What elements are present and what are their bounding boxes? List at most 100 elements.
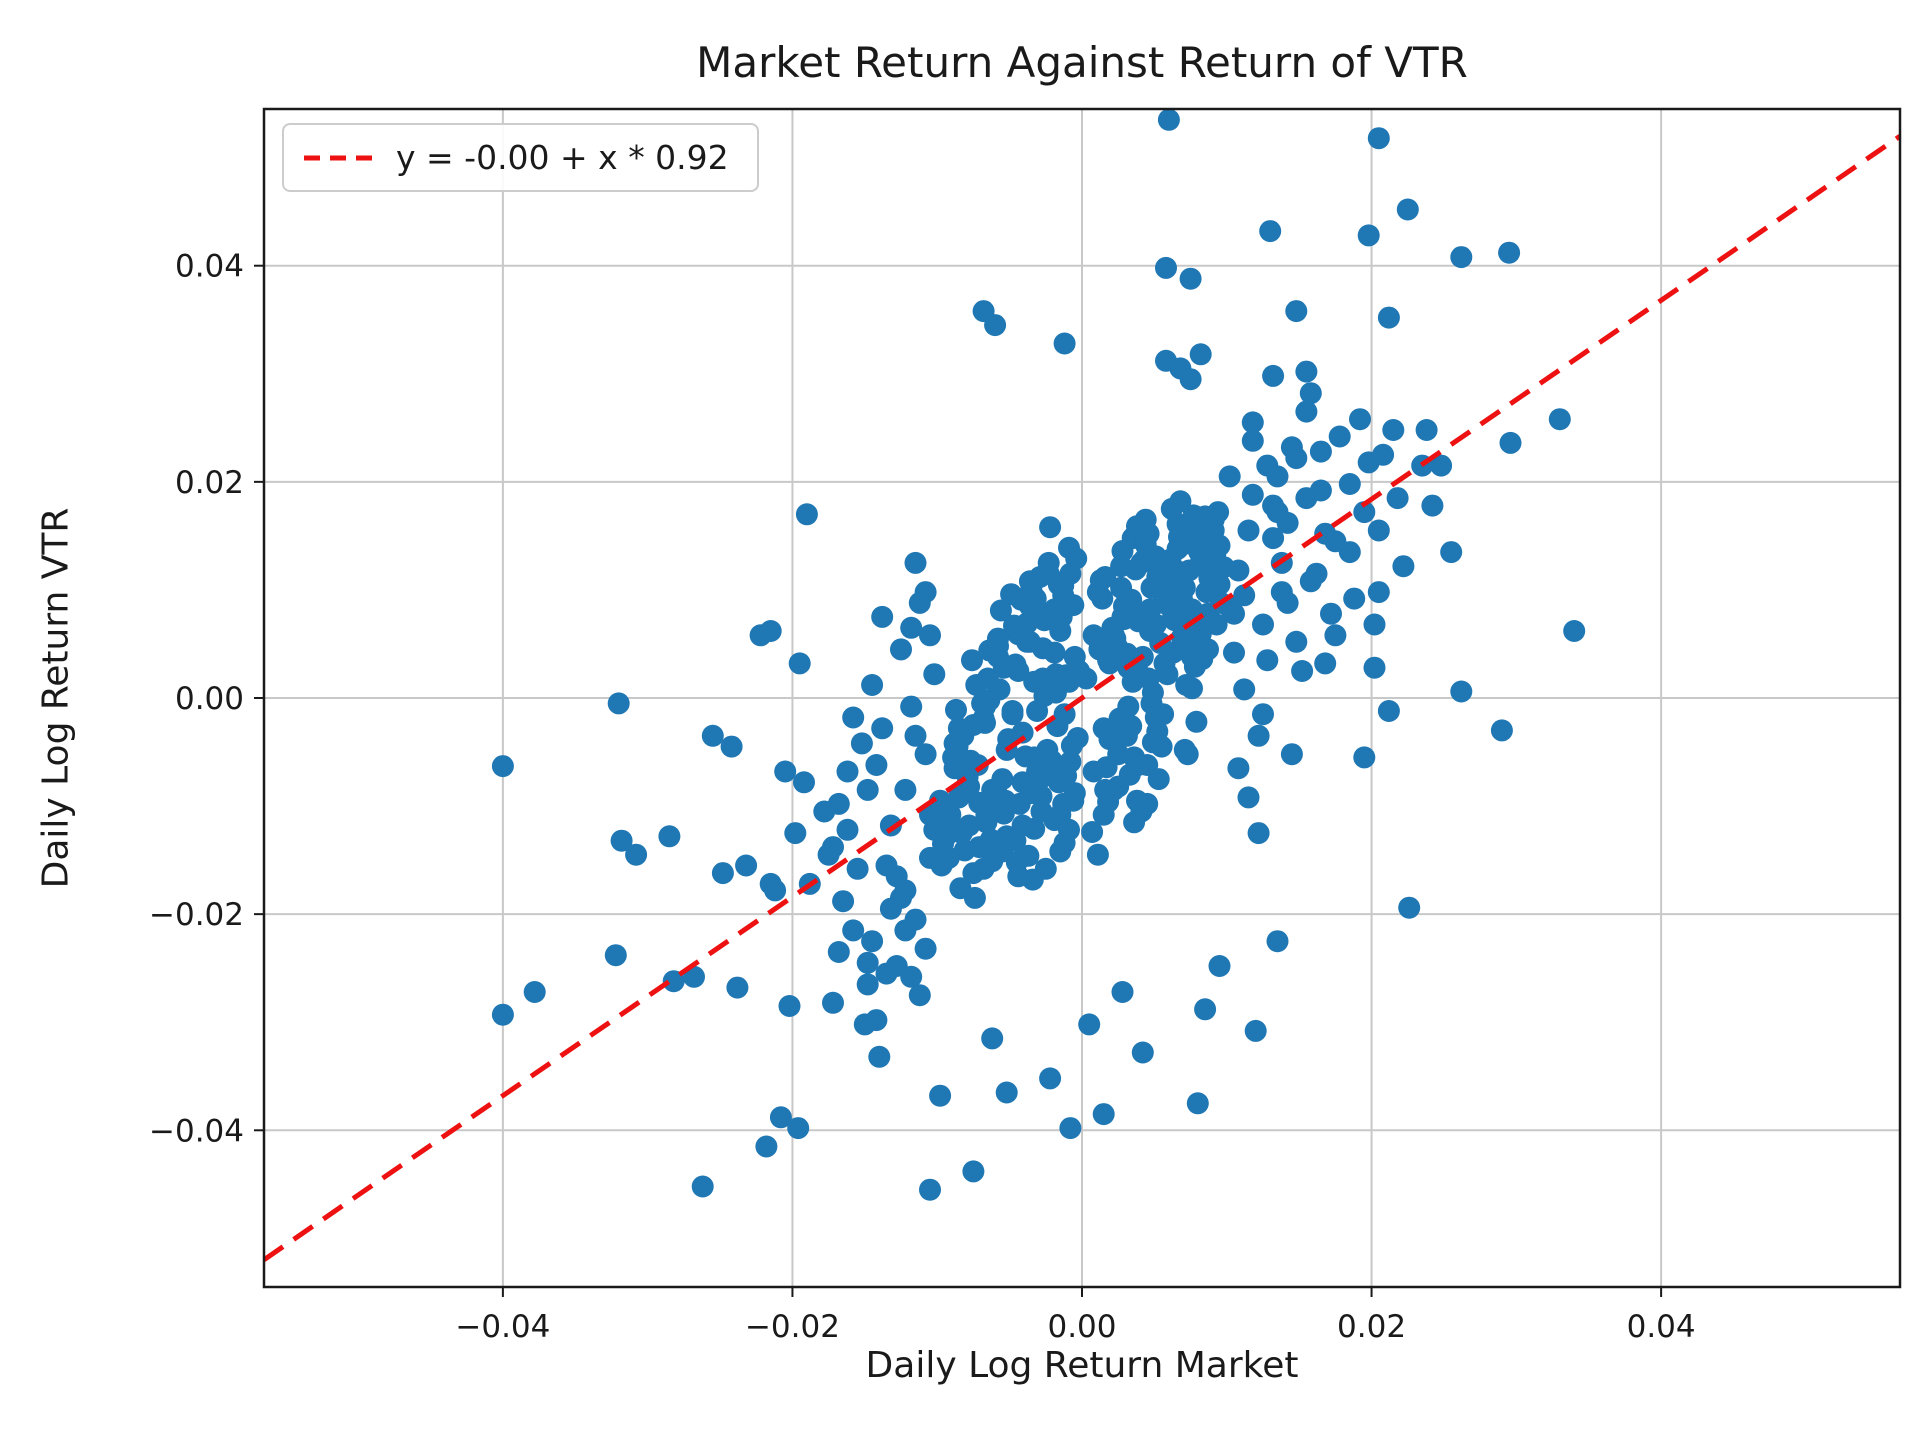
scatter-point — [1121, 670, 1144, 693]
scatter-point — [1241, 483, 1264, 506]
scatter-point — [975, 803, 998, 826]
scatter-point — [1430, 454, 1453, 477]
scatter-point — [1004, 829, 1027, 852]
y-tick-label: −0.02 — [149, 897, 244, 933]
scatter-point — [923, 663, 946, 686]
x-axis-label: Daily Log Return Market — [865, 1345, 1299, 1386]
scatter-point — [890, 638, 912, 661]
scatter-point — [726, 976, 749, 999]
scatter-point — [1040, 749, 1063, 772]
scatter-point — [1237, 519, 1260, 542]
scatter-point — [1291, 660, 1314, 682]
scatter-point — [1043, 598, 1066, 621]
scatter-point — [1075, 667, 1098, 690]
scatter-point — [1324, 624, 1347, 647]
scatter-point — [947, 786, 970, 809]
scatter-point — [1252, 613, 1274, 636]
x-tick-label: −0.04 — [455, 1309, 550, 1345]
scatter-point — [1415, 419, 1438, 441]
scatter-point — [945, 698, 967, 721]
scatter-point — [1053, 332, 1076, 355]
scatter-point — [1343, 587, 1366, 610]
scatter-point — [1392, 555, 1415, 578]
scatter-point — [1386, 487, 1409, 510]
scatter-point — [1208, 955, 1231, 977]
chart-title: Market Return Against Return of VTR — [696, 38, 1468, 87]
scatter-point — [610, 829, 633, 852]
scatter-point — [943, 757, 966, 780]
scatter-point — [1155, 256, 1177, 279]
scatter-point — [1185, 710, 1208, 733]
scatter-point — [1338, 541, 1361, 564]
scatter-point — [1092, 1103, 1115, 1126]
scatter-point — [1086, 843, 1109, 866]
scatter-point — [1153, 652, 1176, 675]
scatter-point — [1110, 576, 1133, 599]
scatter-point — [894, 919, 917, 942]
scatter-point — [817, 843, 840, 866]
scatter-point — [1367, 581, 1390, 604]
scatter-point — [989, 599, 1012, 622]
scatter-point — [1150, 735, 1173, 758]
scatter-point — [1377, 306, 1400, 329]
scatter-point — [1016, 612, 1038, 635]
scatter-point — [1367, 519, 1390, 542]
scatter-point — [795, 503, 818, 526]
scatter-point — [968, 836, 991, 859]
scatter-point — [1097, 649, 1120, 672]
scatter-point — [836, 818, 859, 841]
scatter-point — [1233, 678, 1256, 701]
scatter-point — [1081, 821, 1104, 843]
scatter-point — [1131, 1041, 1154, 1064]
scatter-point — [832, 890, 855, 913]
scatter-point — [962, 1160, 985, 1183]
scatter-point — [900, 695, 923, 718]
scatter-point — [1181, 598, 1203, 621]
scatter-point — [1059, 1117, 1082, 1140]
scatter-point — [1000, 583, 1023, 606]
scatter-point — [1357, 224, 1380, 247]
scatter-point — [865, 754, 888, 776]
scatter-point — [625, 843, 648, 866]
scatter-point — [1039, 516, 1062, 539]
scatter-point — [1194, 505, 1217, 528]
scatter-point — [1030, 800, 1053, 823]
scatter-point — [995, 1081, 1018, 1104]
x-tick-label: 0.00 — [1047, 1309, 1116, 1345]
y-tick-label: 0.00 — [175, 681, 244, 717]
scatter-point — [952, 818, 975, 841]
scatter-point — [1165, 573, 1188, 596]
scatter-point — [1157, 108, 1180, 131]
scatter-point — [1176, 743, 1199, 766]
scatter-point — [491, 1003, 514, 1026]
scatter-point — [1060, 734, 1083, 757]
scatter-point — [1252, 703, 1274, 726]
scatter-point — [1244, 1019, 1267, 1042]
scatter-point — [1023, 746, 1046, 769]
scatter-point — [1372, 443, 1395, 466]
scatter-point — [784, 822, 807, 845]
scatter-point — [787, 1117, 810, 1140]
scatter-point — [1450, 680, 1473, 703]
plot-area: −0.04 −0.02 0.00 0.02 0.04 −0.04 −0.02 0.00 0.02… — [149, 107, 1902, 1345]
scatter-point — [1107, 743, 1130, 766]
scatter-point — [1134, 533, 1157, 556]
scatter-point — [991, 768, 1014, 791]
scatter-point — [1055, 764, 1078, 787]
scatter-point — [1144, 613, 1167, 636]
scatter-point — [1270, 581, 1293, 604]
scatter-point — [1110, 555, 1133, 578]
scatter-point — [822, 991, 844, 1014]
scatter-point — [813, 800, 836, 823]
scatter-point — [1175, 674, 1198, 696]
scatter-point — [691, 1175, 714, 1198]
scatter-point — [929, 1084, 952, 1107]
scatter-point — [1111, 981, 1134, 1003]
scatter-point — [1086, 581, 1109, 604]
scatter-point — [961, 649, 983, 672]
scatter-point — [1363, 613, 1386, 636]
scatter-point — [1049, 620, 1072, 642]
scatter-point — [1188, 541, 1211, 564]
y-tick-label: 0.02 — [175, 465, 244, 501]
